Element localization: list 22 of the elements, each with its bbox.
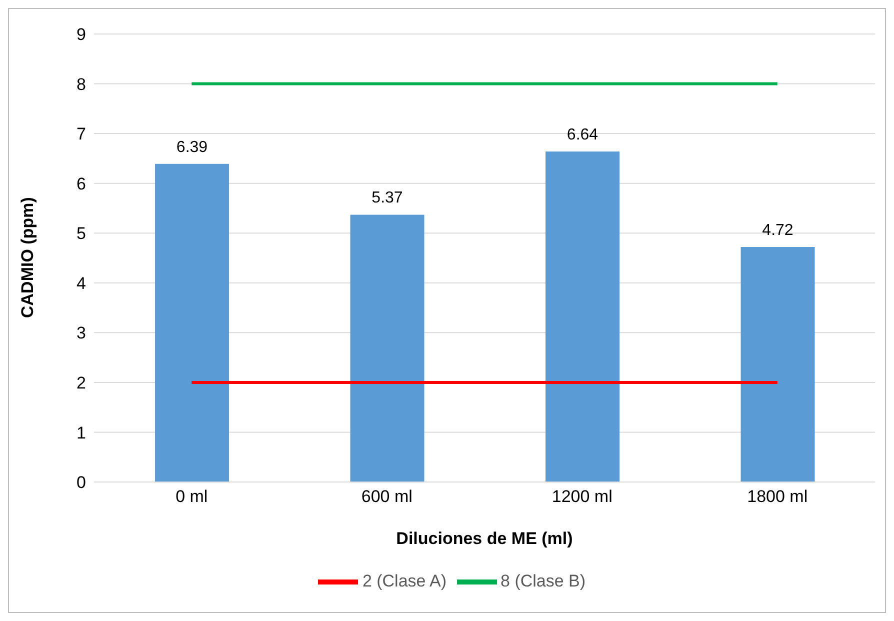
y-tick-label: 3: [76, 324, 86, 343]
data-label: 6.39: [176, 138, 208, 156]
y-tick-label: 0: [76, 473, 86, 492]
x-tick-label: 1800 ml: [747, 487, 808, 506]
y-tick-label: 9: [76, 25, 86, 44]
x-tick-label: 0 ml: [176, 487, 208, 506]
y-tick-label: 5: [76, 224, 86, 244]
y-axis-title: CADMIO (ppm): [18, 197, 38, 318]
x-tick-label: 1200 ml: [552, 487, 612, 506]
x-axis-title: Diluciones de ME (ml): [396, 529, 573, 548]
y-tick-label: 6: [76, 174, 86, 194]
y-tick-label: 1: [76, 423, 86, 442]
y-tick-label: 4: [76, 274, 86, 293]
data-label: 6.64: [566, 126, 598, 144]
legend-label: 2 (Clase A): [362, 571, 447, 590]
y-tick-label: 8: [76, 74, 86, 94]
y-tick-label: 7: [76, 124, 86, 144]
data-label: 4.72: [762, 222, 794, 240]
x-tick-label: 600 ml: [361, 487, 412, 506]
y-tick-label: 2: [76, 373, 86, 392]
data-label: 5.37: [372, 190, 403, 207]
legend-label: 8 (Clase B): [500, 571, 586, 590]
